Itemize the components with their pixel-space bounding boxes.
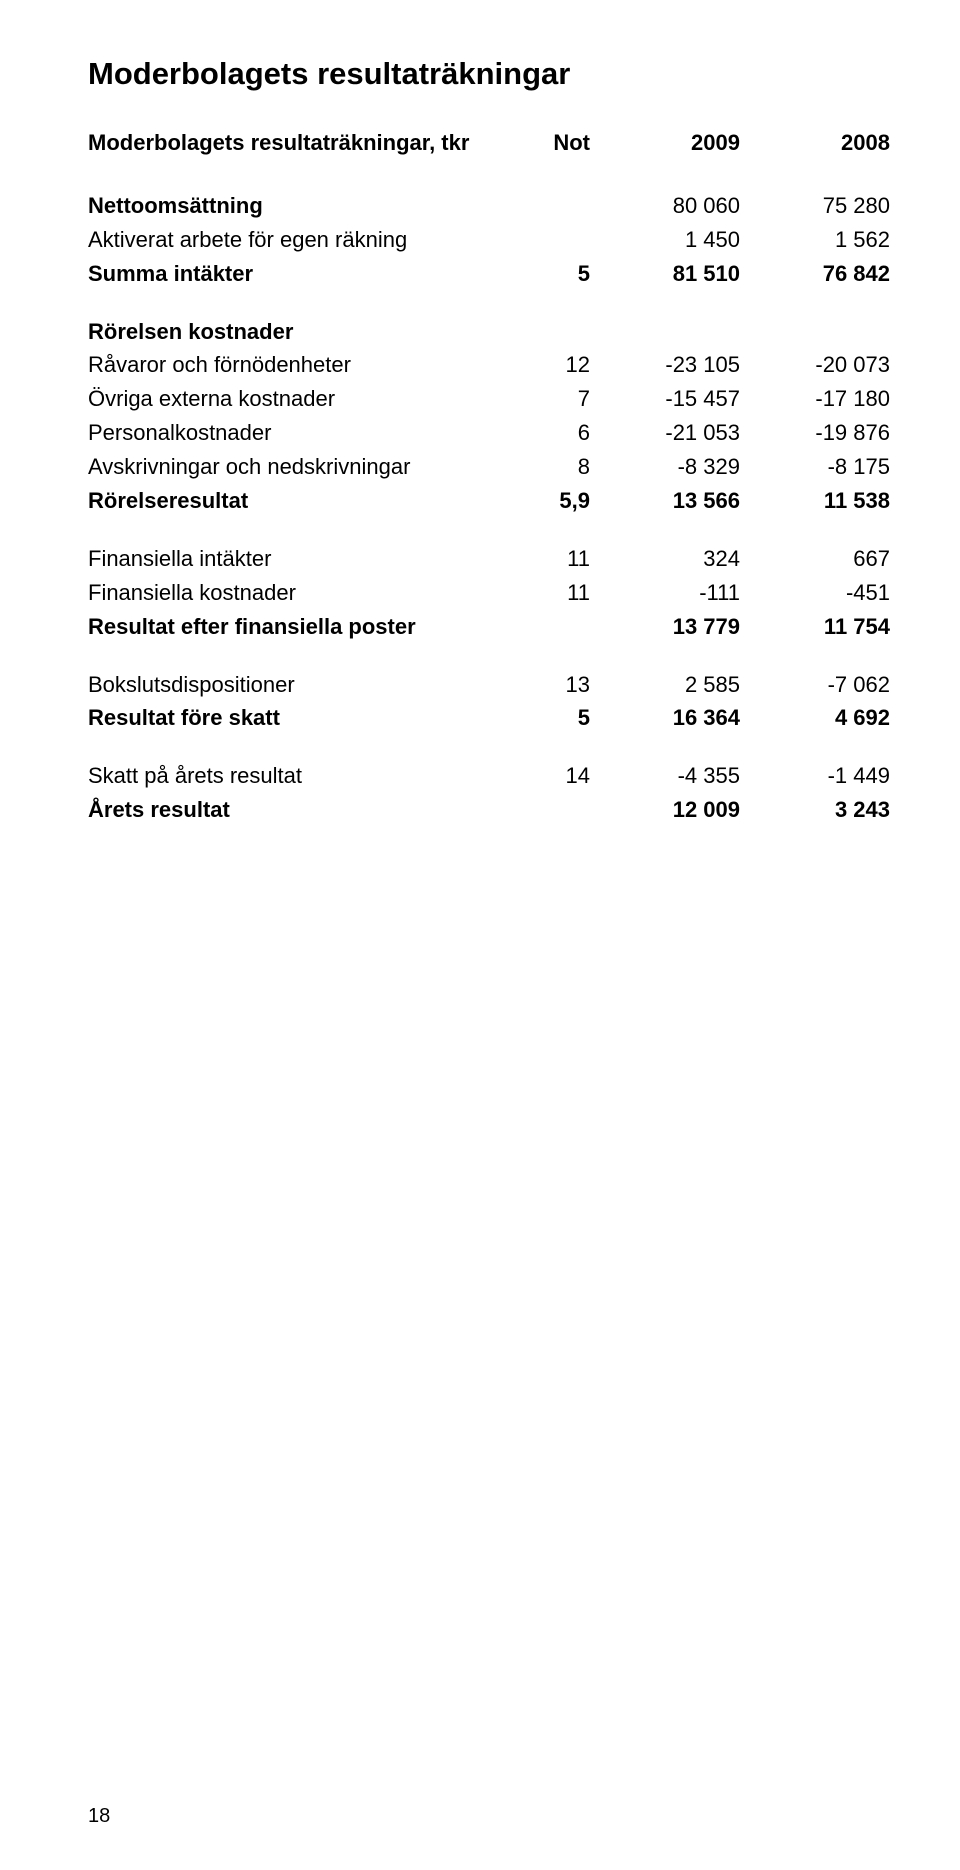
table-header-row: Moderbolagets resultaträkningar, tkr Not… bbox=[88, 126, 890, 165]
cell-y2: 75 280 bbox=[740, 189, 890, 223]
row-aktiverat: Aktiverat arbete för egen räkning 1 450 … bbox=[88, 223, 890, 257]
cell-y1: -15 457 bbox=[590, 382, 740, 416]
cell-y1: 16 364 bbox=[590, 701, 740, 735]
page-number: 18 bbox=[88, 1805, 110, 1828]
cell-y1: 80 060 bbox=[590, 189, 740, 223]
cell-not: 7 bbox=[510, 382, 590, 416]
cell-y2: 1 562 bbox=[740, 223, 890, 257]
cell-not: 11 bbox=[510, 576, 590, 610]
row-finansiella-kostnader: Finansiella kostnader 11 -111 -451 bbox=[88, 576, 890, 610]
cell-label: Resultat efter finansiella poster bbox=[88, 610, 510, 644]
row-arets-resultat: Årets resultat 12 009 3 243 bbox=[88, 793, 890, 827]
row-personalkostnader: Personalkostnader 6 -21 053 -19 876 bbox=[88, 416, 890, 450]
cell-y2: 11 754 bbox=[740, 610, 890, 644]
cell-y2: 4 692 bbox=[740, 701, 890, 735]
cell-y1: 13 779 bbox=[590, 610, 740, 644]
cell-y1: -111 bbox=[590, 576, 740, 610]
cell-label: Skatt på årets resultat bbox=[88, 759, 510, 793]
cell-y1: 12 009 bbox=[590, 793, 740, 827]
col-not: Not bbox=[510, 126, 590, 165]
cell-label: Avskrivningar och nedskrivningar bbox=[88, 450, 510, 484]
cell-y1: -21 053 bbox=[590, 416, 740, 450]
cell-not: 11 bbox=[510, 542, 590, 576]
cell-y2: -7 062 bbox=[740, 668, 890, 702]
cell-y1: -4 355 bbox=[590, 759, 740, 793]
cell-y1: 1 450 bbox=[590, 223, 740, 257]
cell-not: 12 bbox=[510, 348, 590, 382]
row-skatt: Skatt på årets resultat 14 -4 355 -1 449 bbox=[88, 759, 890, 793]
cell-y2: -20 073 bbox=[740, 348, 890, 382]
cell-not bbox=[510, 610, 590, 644]
cell-label: Finansiella kostnader bbox=[88, 576, 510, 610]
cell-not: 6 bbox=[510, 416, 590, 450]
cell-label: Rörelsen kostnader bbox=[88, 315, 510, 349]
cell-y1: 81 510 bbox=[590, 257, 740, 291]
cell-label: Summa intäkter bbox=[88, 257, 510, 291]
cell-not bbox=[510, 189, 590, 223]
page-title: Moderbolagets resultaträkningar bbox=[88, 56, 890, 92]
row-resultat-fore-skatt: Resultat före skatt 5 16 364 4 692 bbox=[88, 701, 890, 735]
cell-not: 8 bbox=[510, 450, 590, 484]
row-summa-intakter: Summa intäkter 5 81 510 76 842 bbox=[88, 257, 890, 291]
col-year-2: 2008 bbox=[740, 126, 890, 165]
cell-label: Övriga externa kostnader bbox=[88, 382, 510, 416]
cell-label: Bokslutsdispositioner bbox=[88, 668, 510, 702]
cell-not: 5 bbox=[510, 701, 590, 735]
cell-label: Personalkostnader bbox=[88, 416, 510, 450]
cell-y1: -23 105 bbox=[590, 348, 740, 382]
cell-label: Årets resultat bbox=[88, 793, 510, 827]
cell-label: Råvaror och förnödenheter bbox=[88, 348, 510, 382]
cell-y2: 11 538 bbox=[740, 484, 890, 518]
cell-y1: 324 bbox=[590, 542, 740, 576]
row-bokslutsdispositioner: Bokslutsdispositioner 13 2 585 -7 062 bbox=[88, 668, 890, 702]
cell-not: 14 bbox=[510, 759, 590, 793]
cell-label: Nettoomsättning bbox=[88, 189, 510, 223]
col-label: Moderbolagets resultaträkningar, tkr bbox=[88, 126, 510, 165]
cell-y2: -451 bbox=[740, 576, 890, 610]
row-resultat-efter-finansiella: Resultat efter finansiella poster 13 779… bbox=[88, 610, 890, 644]
row-finansiella-intakter: Finansiella intäkter 11 324 667 bbox=[88, 542, 890, 576]
cell-y1: 13 566 bbox=[590, 484, 740, 518]
cell-y2: -17 180 bbox=[740, 382, 890, 416]
cell-not: 5 bbox=[510, 257, 590, 291]
cell-not: 5,9 bbox=[510, 484, 590, 518]
row-nettoomsattning: Nettoomsättning 80 060 75 280 bbox=[88, 189, 890, 223]
row-rorelsen-kostnader-head: Rörelsen kostnader bbox=[88, 315, 890, 349]
cell-label: Rörelseresultat bbox=[88, 484, 510, 518]
cell-label: Aktiverat arbete för egen räkning bbox=[88, 223, 510, 257]
cell-not bbox=[510, 223, 590, 257]
row-ravaror: Råvaror och förnödenheter 12 -23 105 -20… bbox=[88, 348, 890, 382]
row-avskrivningar: Avskrivningar och nedskrivningar 8 -8 32… bbox=[88, 450, 890, 484]
cell-label: Finansiella intäkter bbox=[88, 542, 510, 576]
row-ovriga-externa: Övriga externa kostnader 7 -15 457 -17 1… bbox=[88, 382, 890, 416]
income-statement-table: Moderbolagets resultaträkningar, tkr Not… bbox=[88, 126, 890, 827]
cell-y2: -8 175 bbox=[740, 450, 890, 484]
cell-y2: -19 876 bbox=[740, 416, 890, 450]
cell-y2: 76 842 bbox=[740, 257, 890, 291]
cell-y2: 3 243 bbox=[740, 793, 890, 827]
cell-y1: 2 585 bbox=[590, 668, 740, 702]
cell-not: 13 bbox=[510, 668, 590, 702]
cell-label: Resultat före skatt bbox=[88, 701, 510, 735]
col-year-1: 2009 bbox=[590, 126, 740, 165]
cell-not bbox=[510, 793, 590, 827]
row-rorelseresultat: Rörelseresultat 5,9 13 566 11 538 bbox=[88, 484, 890, 518]
cell-y2: 667 bbox=[740, 542, 890, 576]
cell-y1: -8 329 bbox=[590, 450, 740, 484]
cell-y2: -1 449 bbox=[740, 759, 890, 793]
